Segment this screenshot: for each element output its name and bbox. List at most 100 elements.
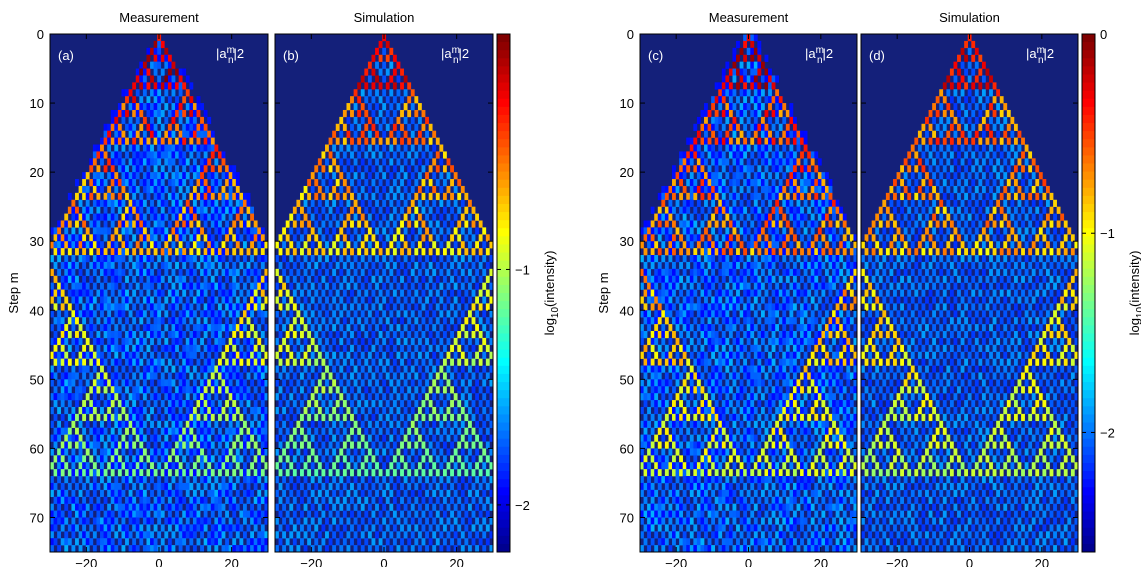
heatmap-cell: [775, 96, 780, 104]
heatmap-cell: [60, 393, 65, 401]
heatmap-cell: [307, 524, 312, 532]
heatmap-cell: [185, 227, 190, 235]
heatmap-cell: [64, 386, 69, 394]
heatmap-cell: [239, 545, 244, 553]
heatmap-cell: [189, 337, 194, 346]
heatmap-cell: [457, 289, 462, 297]
heatmap-cell: [704, 130, 708, 138]
heatmap-cell: [700, 165, 705, 173]
heatmap-cell: [446, 324, 451, 332]
heatmap-cell: [221, 406, 226, 415]
heatmap-cell: [425, 337, 429, 346]
heatmap-cell: [153, 234, 158, 242]
heatmap-cell: [350, 400, 354, 408]
heatmap-cell: [289, 310, 294, 318]
heatmap-cell: [125, 413, 129, 422]
heatmap-cell: [75, 310, 79, 318]
heatmap-cell: [160, 330, 165, 339]
heatmap-cell: [357, 96, 362, 104]
panel-c: Measurement(c) |am n|2−20 0 2001020304050607…: [596, 10, 858, 567]
heatmap-cell: [400, 275, 404, 283]
heatmap-cell: [300, 496, 304, 504]
heatmap-cell: [107, 344, 112, 353]
heatmap-cell: [167, 206, 172, 214]
heatmap-cell: [407, 317, 412, 325]
heatmap-cell: [482, 393, 487, 401]
colorbar-segment: [497, 414, 510, 423]
heatmap-cell: [467, 337, 472, 346]
heatmap-cell: [167, 393, 172, 401]
heatmap-cell: [139, 199, 144, 207]
heatmap-cell: [693, 179, 698, 187]
heatmap-cell: [253, 234, 258, 242]
heatmap-cell: [96, 185, 101, 194]
heatmap-cell: [121, 165, 126, 173]
heatmap-cell: [135, 510, 140, 518]
heatmap-cell: [153, 172, 158, 180]
heatmap-cell: [182, 220, 187, 228]
heatmap-cell: [192, 503, 197, 511]
heatmap-cell: [189, 400, 194, 408]
heatmap-cell: [475, 365, 479, 373]
heatmap-cell: [435, 165, 440, 173]
heatmap-cell: [260, 406, 265, 415]
heatmap-cell: [757, 47, 762, 56]
heatmap-cell: [150, 282, 154, 290]
heatmap-cell: [210, 379, 215, 387]
heatmap-cell: [432, 199, 437, 207]
heatmap-cell: [82, 185, 87, 194]
heatmap-cell: [214, 386, 219, 394]
heatmap-cell: [371, 427, 376, 435]
heatmap-cell: [482, 476, 487, 484]
heatmap-cell: [235, 185, 240, 194]
heatmap-cell: [400, 538, 404, 546]
heatmap-cell: [392, 358, 397, 366]
heatmap-cell: [132, 469, 137, 477]
heatmap-cell: [350, 482, 354, 491]
heatmap-cell: [485, 234, 490, 242]
heatmap-cell: [471, 248, 476, 256]
heatmap-cell: [460, 282, 465, 290]
heatmap-cell: [239, 482, 244, 491]
heatmap-cell: [103, 192, 108, 201]
heatmap-cell: [407, 427, 412, 435]
heatmap-cell: [221, 393, 226, 401]
heatmap-cell: [435, 358, 440, 366]
heatmap-cell: [360, 296, 365, 304]
heatmap-cell: [217, 151, 222, 159]
heatmap-cell: [704, 103, 708, 111]
heatmap-cell: [175, 393, 179, 401]
heatmap-cell: [235, 324, 240, 332]
heatmap-cell: [410, 448, 415, 456]
heatmap-cell: [75, 524, 79, 532]
heatmap-cell: [121, 268, 126, 277]
heatmap-cell: [389, 310, 394, 318]
heatmap-cell: [389, 448, 394, 456]
heatmap-cell: [250, 206, 254, 214]
heatmap-cell: [346, 448, 351, 456]
heatmap-cell: [246, 351, 251, 359]
heatmap-cell: [125, 455, 129, 463]
heatmap-cell: [82, 248, 87, 256]
heatmap-cell: [753, 179, 758, 187]
heatmap-cell: [296, 517, 301, 525]
heatmap-cell: [467, 462, 472, 470]
heatmap-cell: [307, 496, 312, 504]
heatmap-cell: [225, 303, 229, 311]
heatmap-cell: [321, 427, 326, 435]
heatmap-cell: [428, 248, 433, 256]
heatmap-cell: [289, 268, 294, 277]
heatmap-cell: [182, 317, 187, 325]
heatmap-cell: [189, 206, 194, 214]
heatmap-cell: [139, 255, 144, 263]
heatmap-cell: [478, 261, 483, 270]
heatmap-cell: [435, 206, 440, 214]
heatmap-cell: [375, 158, 379, 166]
heatmap-cell: [200, 393, 204, 401]
heatmap-cell: [114, 517, 119, 525]
heatmap-cell: [146, 482, 151, 491]
heatmap-cell: [253, 482, 258, 491]
heatmap-cell: [96, 413, 101, 422]
heatmap-cell: [475, 420, 479, 428]
